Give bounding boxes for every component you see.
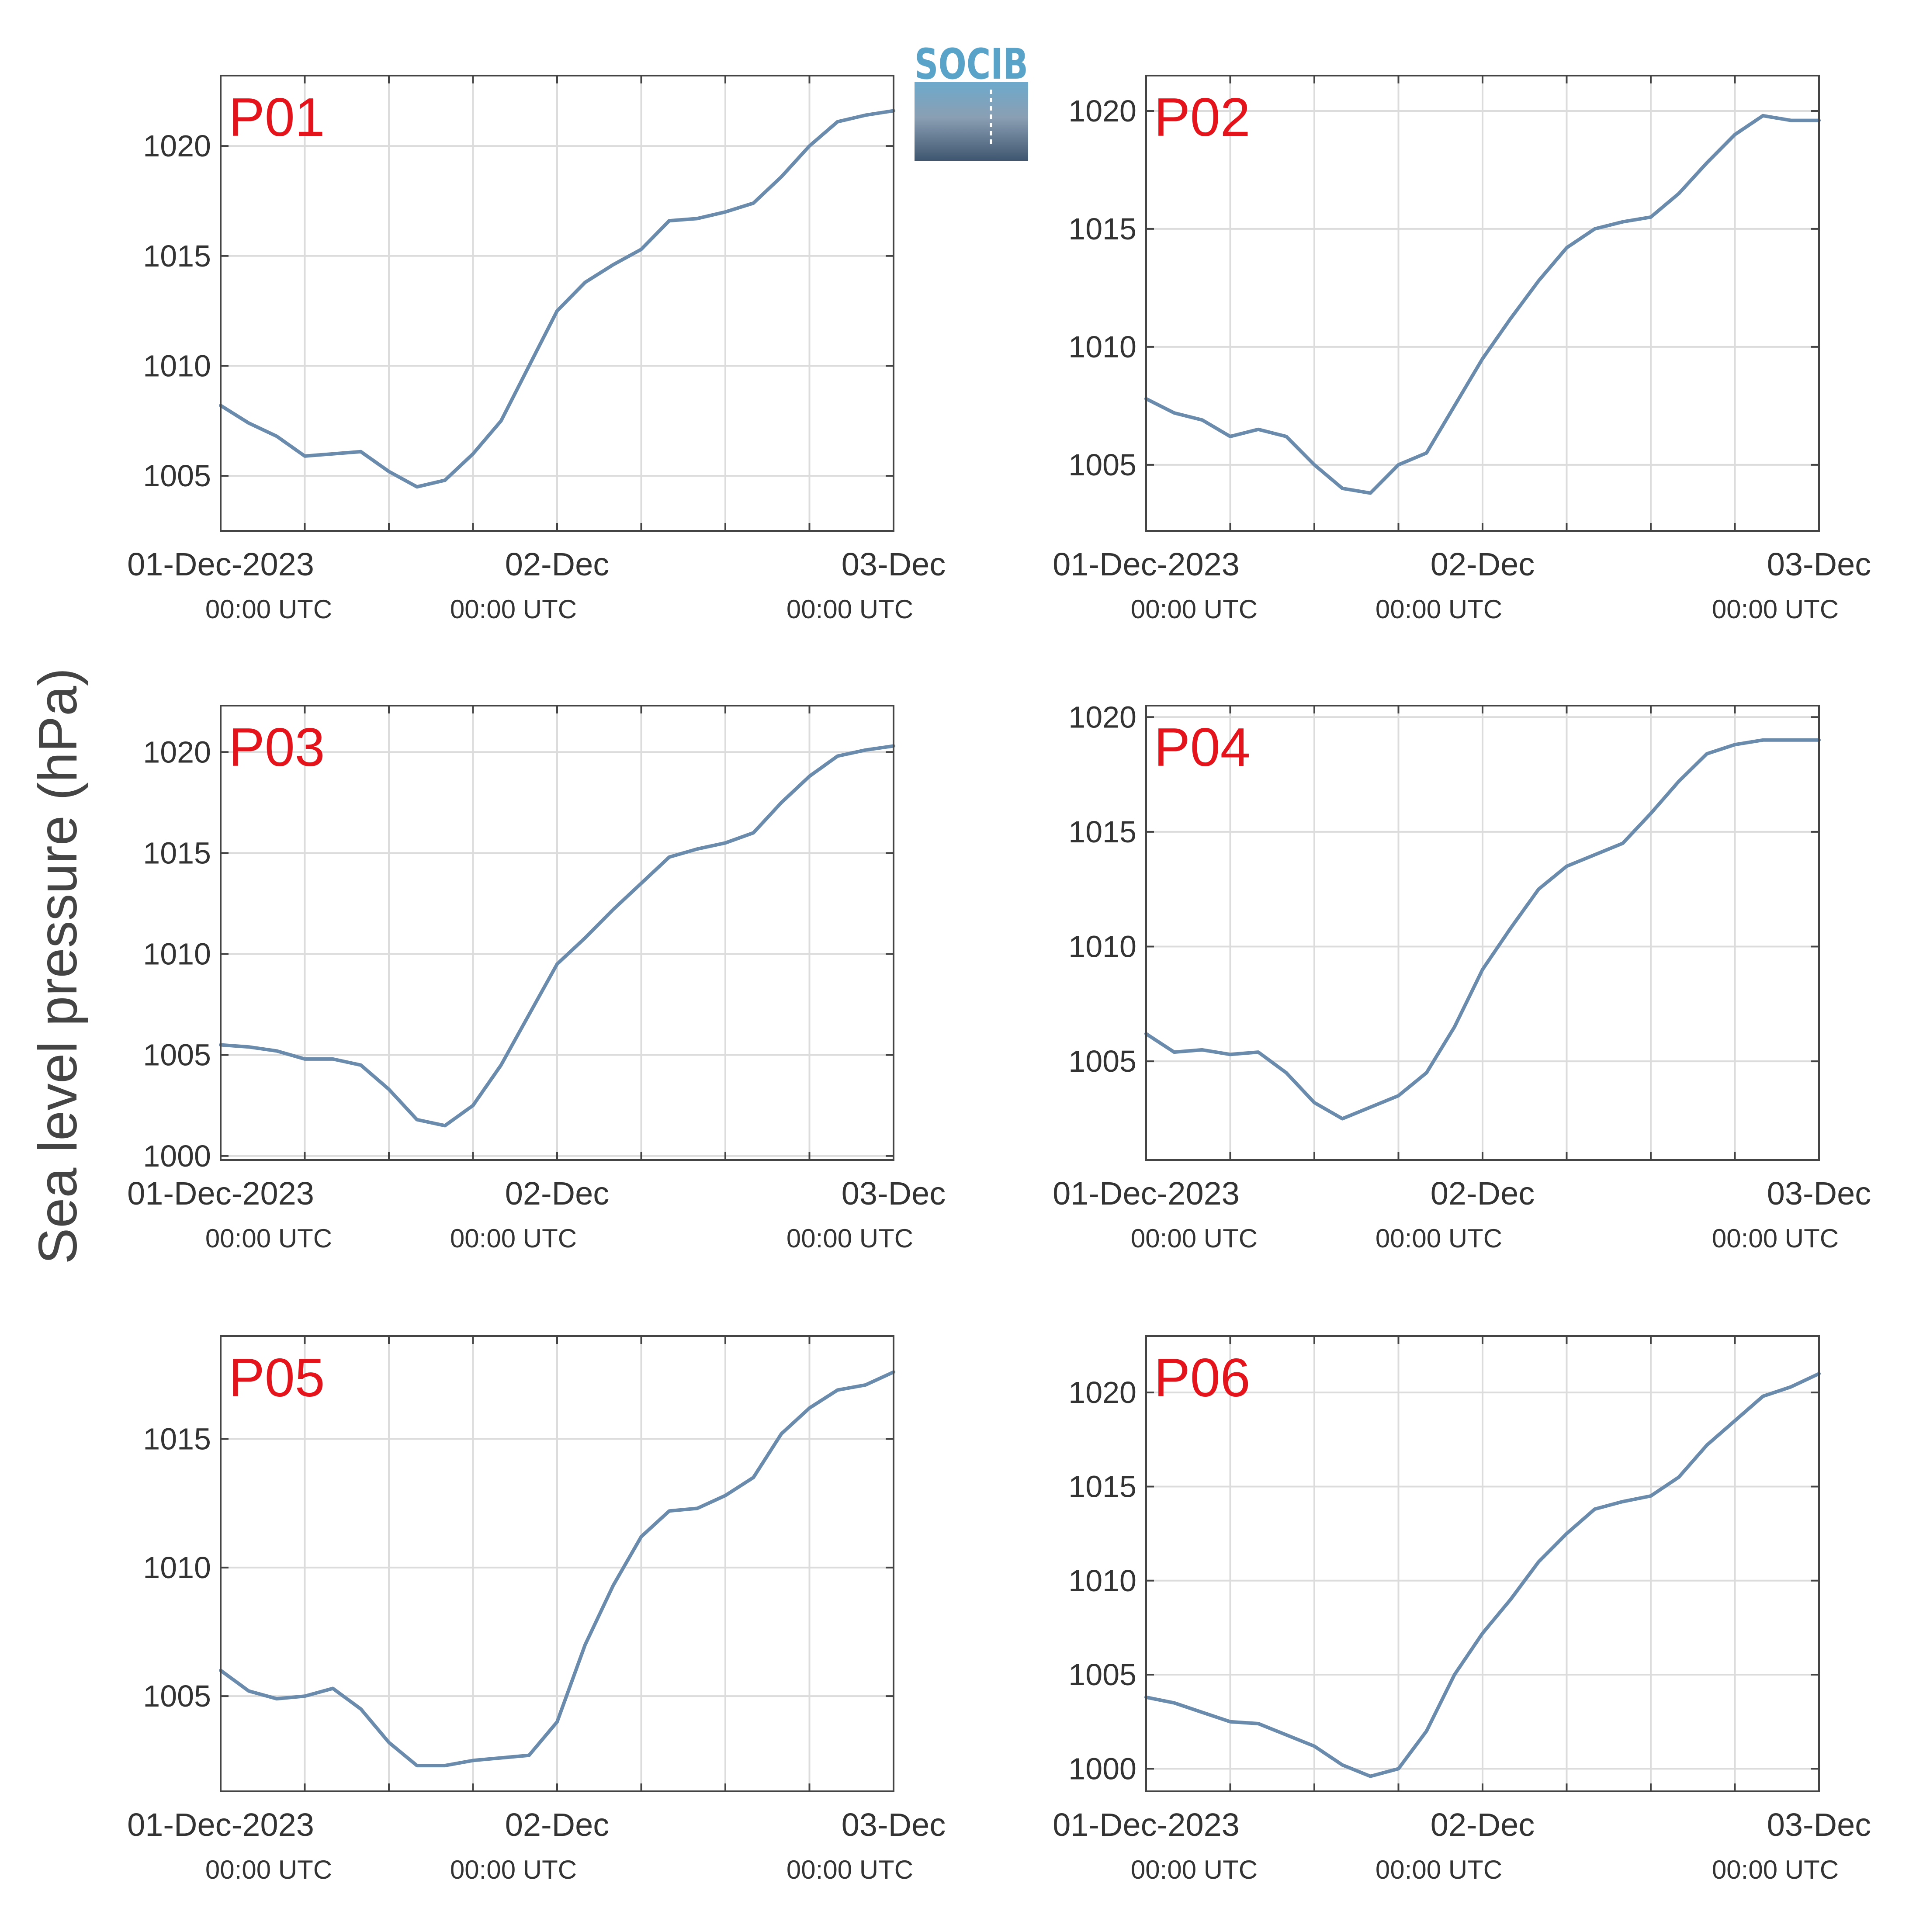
panel-p04: 1005 1010 1015 1020 01-Dec-2023 00:00 UTC 02-D… <box>1053 700 1871 1253</box>
x-tick-label-time: 00:00 UTC <box>1712 1224 1839 1253</box>
y-tick-label: 1000 <box>143 1139 211 1173</box>
x-tick-label-time: 00:00 UTC <box>450 595 577 624</box>
x-tick-label-date: 03-Dec <box>842 1807 946 1843</box>
x-tick-label-time: 00:00 UTC <box>205 1224 332 1253</box>
y-tick-label: 1005 <box>143 1038 211 1072</box>
x-tick-label-date: 03-Dec <box>1767 1175 1871 1212</box>
y-tick-label: 1010 <box>143 937 211 971</box>
x-tick-label-time: 00:00 UTC <box>450 1224 577 1253</box>
y-tick-label: 1015 <box>1068 212 1136 246</box>
y-tick-label: 1015 <box>143 1422 211 1456</box>
panel-p02: 1005 1010 1015 1020 01-Dec-2023 00:00 UTC 02-D… <box>1053 75 1871 624</box>
x-tick-label-time: 00:00 UTC <box>786 595 913 624</box>
panel-p06: 1000 1005 1010 1015 1020 01-Dec-2023 00:00 UTC… <box>1053 1335 1871 1884</box>
y-tick-label: 1015 <box>143 836 211 870</box>
axes-frame <box>220 1335 894 1792</box>
x-tick-label-time: 00:00 UTC <box>1376 1224 1502 1253</box>
x-tick-label-date: 01-Dec-2023 <box>1053 546 1240 582</box>
panel-label: P06 <box>1154 1348 1251 1408</box>
y-tick-label: 1005 <box>1068 1044 1136 1078</box>
x-tick-label-date: 02-Dec <box>1431 1175 1535 1212</box>
y-tick-label: 1020 <box>1068 94 1136 128</box>
socib-logo: SOCIB <box>915 40 1028 161</box>
panel-label: P01 <box>229 87 325 148</box>
series-line-p01 <box>219 109 895 489</box>
x-tick-label-time: 00:00 UTC <box>1376 595 1502 624</box>
panel-p05: 1005 1010 1015 01-Dec-2023 00:00 UTC 02-Dec 00… <box>127 1335 946 1884</box>
axes-frame <box>220 705 894 1161</box>
x-tick-label-time: 00:00 UTC <box>205 595 332 624</box>
x-tick-label-date: 03-Dec <box>842 546 946 582</box>
y-tick-label: 1015 <box>143 239 211 273</box>
socib-logo-wave <box>915 82 1028 161</box>
x-tick-label-time: 00:00 UTC <box>786 1855 913 1884</box>
y-tick-label: 1010 <box>1068 930 1136 964</box>
y-tick-label: 1020 <box>143 129 211 163</box>
series-line-p06 <box>1144 1372 1821 1778</box>
axes-frame <box>1145 705 1820 1161</box>
x-tick-label-time: 00:00 UTC <box>1131 1224 1258 1253</box>
x-tick-label-date: 02-Dec <box>1431 546 1535 582</box>
y-tick-label: 1020 <box>143 735 211 769</box>
panel-p01: 1005 1010 1015 1020 01-Dec-2023 00:00 UTC 02-D… <box>127 75 946 624</box>
x-tick-label-time: 00:00 UTC <box>450 1855 577 1884</box>
socib-logo-text: SOCIB <box>915 40 1028 89</box>
x-tick-label-date: 01-Dec-2023 <box>127 1807 314 1843</box>
panel-p03: 1000 1005 1010 1015 1020 01-Dec-2023 00:00 UTC… <box>127 705 946 1253</box>
series-line-p05 <box>219 1370 895 1768</box>
axes-frame <box>1145 75 1820 532</box>
y-tick-label: 1020 <box>1068 1375 1136 1409</box>
panel-label: P04 <box>1154 717 1251 778</box>
panel-label: P05 <box>229 1348 325 1408</box>
x-tick-label-time: 00:00 UTC <box>1712 595 1839 624</box>
x-tick-label-date: 02-Dec <box>1431 1807 1535 1843</box>
x-tick-label-time: 00:00 UTC <box>1131 595 1258 624</box>
panel-label: P03 <box>229 717 325 778</box>
x-tick-label-date: 03-Dec <box>1767 1807 1871 1843</box>
y-axis-label: Sea level pressure (hPa) <box>28 668 88 1264</box>
y-tick-label: 1015 <box>1068 815 1136 849</box>
y-tick-label: 1010 <box>143 1551 211 1585</box>
y-tick-label: 1005 <box>143 1679 211 1713</box>
x-tick-label-time: 00:00 UTC <box>786 1224 913 1253</box>
y-tick-label: 1020 <box>1068 700 1136 734</box>
y-tick-label: 1005 <box>1068 1658 1136 1692</box>
x-tick-label-time: 00:00 UTC <box>1712 1855 1839 1884</box>
x-tick-label-date: 02-Dec <box>505 1807 610 1843</box>
x-tick-label-time: 00:00 UTC <box>1131 1855 1258 1884</box>
y-tick-label: 1010 <box>1068 330 1136 364</box>
x-tick-label-date: 02-Dec <box>505 1175 610 1212</box>
axes-frame <box>220 75 894 532</box>
panels: 1005 1010 1015 1020 01-Dec-2023 00:00 UTC 02-D… <box>127 75 1871 1884</box>
x-tick-label-date: 01-Dec-2023 <box>127 546 314 582</box>
series-line-p02 <box>1144 114 1821 495</box>
x-tick-label-date: 01-Dec-2023 <box>1053 1175 1240 1212</box>
x-tick-label-date: 03-Dec <box>1767 546 1871 582</box>
x-tick-label-time: 00:00 UTC <box>205 1855 332 1884</box>
axes-frame <box>1145 1335 1820 1792</box>
y-tick-label: 1010 <box>143 349 211 383</box>
y-tick-label: 1015 <box>1068 1469 1136 1503</box>
y-tick-label: 1005 <box>1068 448 1136 482</box>
y-tick-label: 1000 <box>1068 1752 1136 1786</box>
x-tick-label-date: 01-Dec-2023 <box>1053 1807 1240 1843</box>
series-line-p04 <box>1144 738 1821 1121</box>
y-tick-label: 1005 <box>143 459 211 493</box>
x-tick-label-time: 00:00 UTC <box>1376 1855 1502 1884</box>
y-tick-label: 1010 <box>1068 1564 1136 1598</box>
x-tick-label-date: 03-Dec <box>842 1175 946 1212</box>
x-tick-label-date: 01-Dec-2023 <box>127 1175 314 1212</box>
x-tick-label-date: 02-Dec <box>505 546 610 582</box>
series-line-p03 <box>219 744 895 1128</box>
panel-label: P02 <box>1154 87 1251 148</box>
